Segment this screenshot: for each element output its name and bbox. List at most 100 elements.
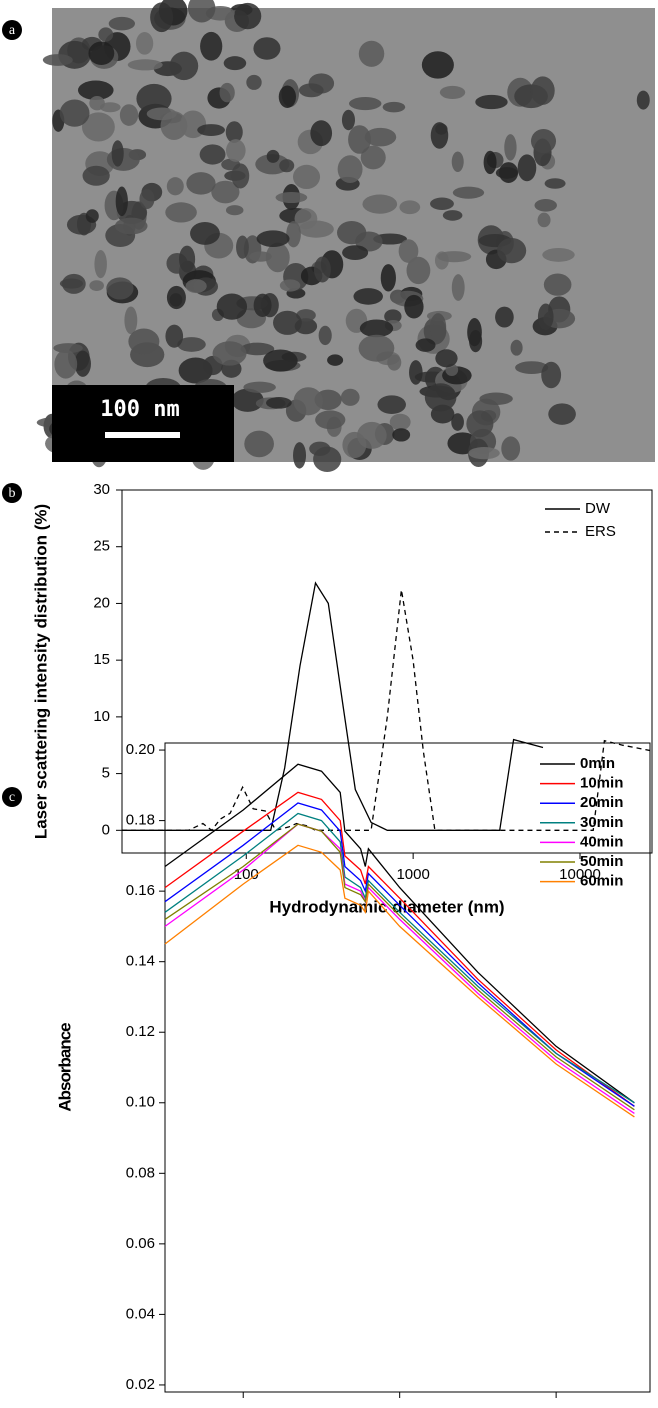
particle [495, 306, 514, 328]
particle [452, 186, 485, 199]
series-line [164, 802, 635, 1107]
legend-label: 50min [580, 853, 623, 870]
particle [53, 343, 83, 354]
particle [537, 212, 551, 228]
particle [429, 313, 447, 341]
particle [240, 342, 275, 356]
y-tick-label: 0.02 [126, 1376, 155, 1393]
y-tick-label: 0.08 [126, 1164, 155, 1181]
particle [88, 41, 115, 66]
x-tick-label: 400 [387, 1405, 412, 1408]
panel-label: b [9, 486, 16, 501]
particle [315, 410, 346, 430]
particle [399, 200, 421, 215]
particle [517, 154, 537, 182]
particle [219, 82, 235, 103]
particle [146, 107, 177, 121]
particle [469, 329, 483, 353]
particle [342, 245, 369, 261]
particle [534, 199, 557, 212]
particle [136, 83, 172, 114]
particle [223, 56, 247, 71]
particle [380, 264, 396, 292]
scale-box [52, 385, 234, 462]
particle [253, 37, 281, 60]
legend-label: 40min [580, 833, 623, 850]
particle [169, 51, 199, 81]
particle [243, 381, 276, 393]
particle [139, 189, 155, 210]
y-tick-label: 15 [93, 651, 110, 668]
particle [348, 125, 371, 154]
particle [98, 27, 114, 42]
particle [236, 235, 249, 259]
particle [94, 250, 107, 279]
scale-text: 100 nm [100, 397, 179, 422]
particle [77, 80, 114, 101]
particle [244, 430, 274, 458]
particle [114, 217, 148, 235]
particle [468, 446, 500, 460]
y-tick-label: 30 [93, 481, 110, 498]
label-badge [2, 787, 22, 807]
panel-label: c [9, 790, 15, 805]
y-tick-label: 0.18 [126, 812, 155, 829]
particle [353, 288, 383, 305]
particle [263, 349, 298, 372]
particle [542, 248, 575, 262]
particle [349, 97, 382, 111]
y-tick-label: 25 [93, 538, 110, 555]
particle [358, 334, 395, 362]
particle [119, 104, 139, 126]
particle [293, 442, 307, 469]
panel-label: a [9, 23, 16, 38]
particle [504, 134, 517, 161]
plot-frame [164, 742, 651, 1393]
y-tick-label: 0 [102, 821, 110, 838]
particle [111, 140, 124, 167]
series-line [164, 823, 635, 1111]
particle [177, 337, 206, 352]
x-tick-label: 10000 [559, 866, 601, 883]
particle [398, 239, 419, 263]
particle [310, 120, 333, 147]
particle [530, 76, 555, 105]
particle [384, 309, 402, 324]
particle [437, 251, 472, 263]
particle [165, 202, 197, 223]
particle [359, 319, 394, 338]
particle [510, 339, 523, 356]
particle [187, 0, 216, 23]
particle [165, 324, 184, 348]
particle [150, 2, 174, 33]
y-tick-label: 0.04 [126, 1305, 155, 1322]
particle [249, 251, 272, 262]
x-tick-label: 300 [231, 1405, 256, 1408]
particle [106, 277, 134, 300]
particle [124, 306, 138, 335]
particle [185, 279, 207, 294]
particle [318, 325, 332, 346]
y-tick-label: 0.06 [126, 1235, 155, 1252]
particle [292, 164, 321, 190]
y-tick-label: 10 [93, 708, 110, 725]
particle [392, 428, 411, 442]
particle [59, 99, 90, 127]
particle [409, 360, 423, 385]
label-badge [2, 20, 22, 40]
particle [216, 293, 248, 320]
particle [360, 145, 386, 170]
particle [135, 32, 154, 55]
y-tick-label: 0.14 [126, 953, 155, 970]
particle [543, 273, 572, 296]
legend-label: 60min [580, 873, 623, 890]
particle [451, 413, 464, 431]
particle [356, 421, 387, 449]
particle [451, 274, 465, 301]
particle [327, 354, 344, 366]
particle [273, 310, 302, 335]
particle [82, 165, 110, 186]
particle [415, 338, 436, 352]
particle [275, 191, 308, 204]
particle [178, 245, 196, 273]
